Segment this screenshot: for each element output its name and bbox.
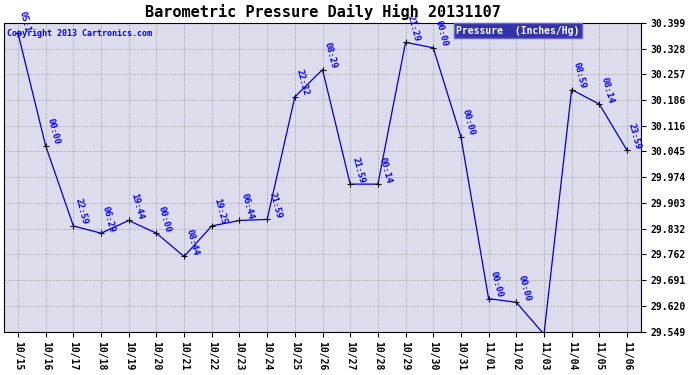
- Text: 08:29: 08:29: [322, 41, 338, 70]
- Text: Copyright 2013 Cartronics.com: Copyright 2013 Cartronics.com: [8, 29, 152, 38]
- Text: 19:44: 19:44: [129, 192, 144, 220]
- Text: 08:44: 08:44: [184, 228, 199, 256]
- Text: 00:00: 00:00: [516, 274, 532, 302]
- Text: 08:14: 08:14: [600, 76, 615, 104]
- Text: 00:00: 00:00: [46, 118, 61, 146]
- Text: 06:44: 06:44: [239, 192, 255, 220]
- Text: Pressure  (Inches/Hg): Pressure (Inches/Hg): [456, 26, 580, 36]
- Text: 23:59: 23:59: [627, 122, 642, 150]
- Text: 22:32: 22:32: [295, 69, 310, 97]
- Text: 06:29: 06:29: [101, 205, 117, 233]
- Text: 00:00: 00:00: [157, 205, 172, 233]
- Text: 21:59: 21:59: [351, 156, 366, 184]
- Text: 22:59: 22:59: [73, 198, 89, 226]
- Text: 05:1: 05:1: [18, 10, 32, 33]
- Text: 19:25: 19:25: [212, 198, 228, 226]
- Text: 05:59: 05:59: [0, 374, 1, 375]
- Text: 00:00: 00:00: [433, 20, 449, 48]
- Text: 21:29: 21:29: [406, 14, 421, 42]
- Text: 08:59: 08:59: [571, 62, 587, 90]
- Text: 00:00: 00:00: [461, 109, 477, 137]
- Text: 21:59: 21:59: [267, 191, 283, 219]
- Text: 00:00: 00:00: [489, 270, 504, 298]
- Text: 00:14: 00:14: [378, 156, 393, 184]
- Title: Barometric Pressure Daily High 20131107: Barometric Pressure Daily High 20131107: [145, 4, 500, 20]
